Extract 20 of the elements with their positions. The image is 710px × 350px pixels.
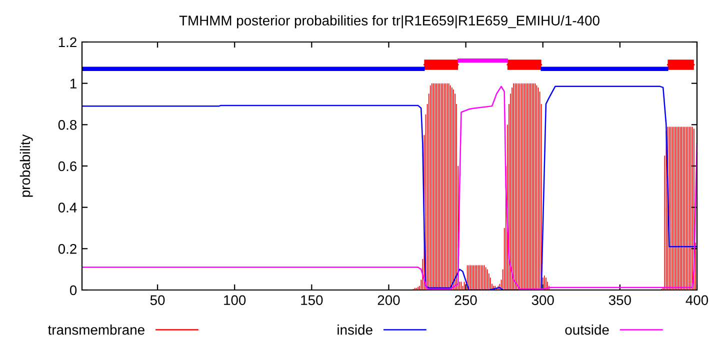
x-tick-label: 200 [378, 295, 400, 306]
x-tick-label: 300 [532, 295, 554, 306]
chart-title: TMHMM posterior probabilities for tr|R1E659|R1E659_EMIHU/1-400 [179, 15, 600, 28]
legend-label: transmembrane [48, 324, 144, 335]
x-tick-label: 350 [608, 295, 631, 306]
x-tick-label: 50 [150, 295, 165, 306]
y-tick-label: 0.6 [58, 161, 77, 172]
y-tick-label: 0.4 [58, 202, 77, 213]
y-axis-title: probability [20, 134, 33, 197]
x-tick-label: 100 [224, 295, 246, 306]
y-tick-label: 0 [70, 285, 77, 296]
y-tick-label: 1.2 [58, 37, 76, 48]
y-tick-label: 0.2 [58, 244, 76, 254]
legend-label: inside [338, 324, 372, 335]
y-tick-label: 1 [70, 78, 76, 88]
x-tick-label: 150 [301, 295, 323, 306]
x-tick-label: 400 [686, 295, 708, 306]
y-tick-label: 0.8 [58, 120, 77, 130]
legend-label: outside [565, 324, 609, 335]
x-tick-label: 250 [454, 295, 477, 306]
